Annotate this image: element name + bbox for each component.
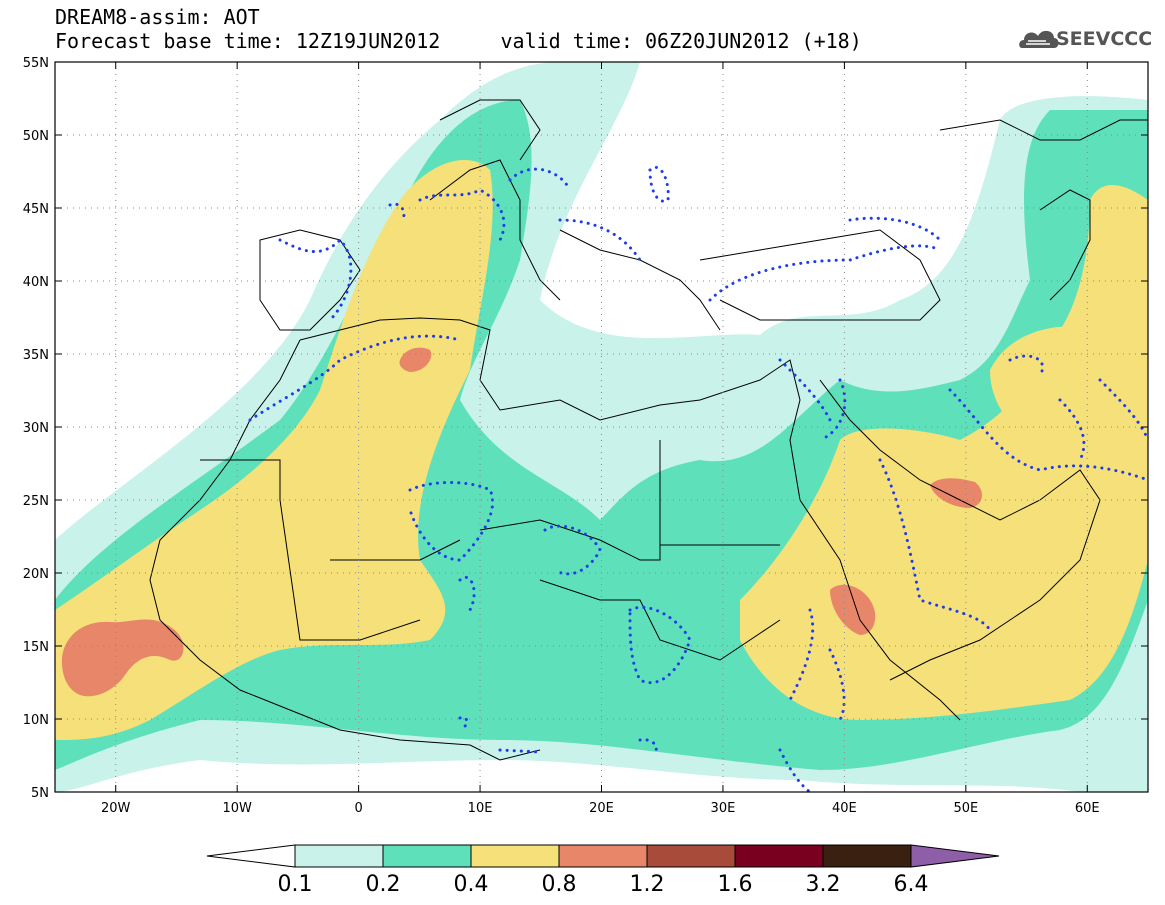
lat-tick-label: 50N	[23, 129, 49, 144]
lon-tick-label: 10W	[222, 801, 252, 816]
lat-tick-label: 15N	[23, 640, 49, 655]
colorbar-label: 0.4	[454, 872, 489, 897]
colorbar-label: 6.4	[894, 872, 929, 897]
lon-tick-label: 20W	[101, 801, 131, 816]
lon-tick-label: 60E	[1075, 801, 1100, 816]
colorbar-swatch	[646, 844, 736, 868]
aot-band-0.8	[61, 347, 982, 697]
lat-tick-label: 55N	[23, 56, 49, 71]
grid-lines	[55, 62, 1148, 792]
lon-tick-label: 0	[354, 801, 362, 816]
coastlines	[149, 99, 1148, 761]
lat-tick-label: 35N	[23, 348, 49, 363]
colorbar-label: 0.2	[366, 872, 401, 897]
cloud-icon	[1019, 30, 1059, 48]
colorbar-swatch	[470, 844, 560, 868]
lat-tick-label: 25N	[23, 494, 49, 509]
map-title: DREAM8-assim: AOT	[55, 5, 260, 29]
seevccc-logo: SEEVCCC	[1056, 28, 1153, 50]
colorbar: 0.1 0.2 0.4 0.8 1.2 1.6 3.2 6.4	[206, 844, 1000, 897]
lon-tick-label: 50E	[953, 801, 978, 816]
lat-tick-label: 20N	[23, 567, 49, 582]
lon-tick-label: 30E	[711, 801, 736, 816]
colorbar-label: 1.2	[630, 872, 665, 897]
lon-tick-label: 10E	[468, 801, 493, 816]
lat-tick-label: 30N	[23, 421, 49, 436]
colorbar-swatch	[382, 844, 472, 868]
colorbar-swatch	[822, 844, 912, 868]
colorbar-label: 0.1	[278, 872, 313, 897]
lat-tick-label: 45N	[23, 202, 49, 217]
forecast-times: Forecast base time: 12Z19JUN2012 valid t…	[55, 29, 862, 53]
lat-tick-label: 10N	[23, 713, 49, 728]
colorbar-high-arrow	[910, 844, 1000, 868]
colorbar-low-arrow	[206, 844, 296, 868]
lat-tick-label: 40N	[23, 275, 49, 290]
colorbar-label: 3.2	[806, 872, 841, 897]
colorbar-swatch	[294, 844, 384, 868]
colorbar-swatch	[558, 844, 648, 868]
latitude-axis: 5N 10N 15N 20N 25N 30N 35N 40N 45N 50N 55N	[23, 56, 1148, 801]
lat-tick-label: 5N	[31, 786, 49, 801]
colorbar-swatch	[734, 844, 824, 868]
colorbar-label: 1.6	[718, 872, 753, 897]
lon-tick-label: 20E	[589, 801, 614, 816]
colorbar-label: 0.8	[542, 872, 577, 897]
longitude-axis: 20W 10W 0 10E 20E 30E 40E 50E 60E	[101, 62, 1100, 816]
lon-tick-label: 40E	[832, 801, 857, 816]
